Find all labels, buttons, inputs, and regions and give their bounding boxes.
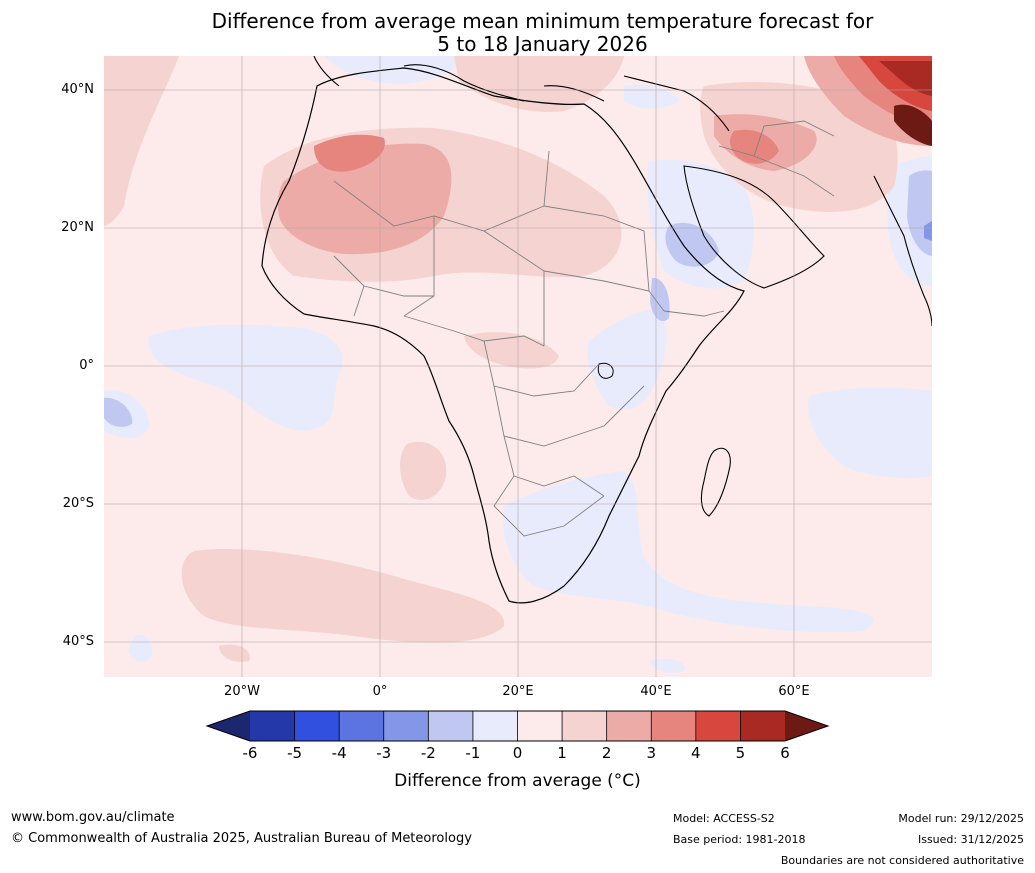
colorbar-tick-label: 1 bbox=[557, 744, 567, 762]
colorbar-outline bbox=[205, 710, 830, 742]
colorbar-tick-label: -1 bbox=[465, 744, 481, 762]
colorbar-segment bbox=[606, 711, 652, 741]
anomaly-region bbox=[624, 84, 679, 109]
colorbar-tick-label: -6 bbox=[242, 744, 258, 762]
footer-issued: Issued: 31/12/2025 bbox=[917, 833, 1024, 846]
colorbar-segment bbox=[294, 711, 340, 741]
footer-base-period: Base period: 1981-2018 bbox=[673, 833, 806, 846]
lat-label-20n: 20°N bbox=[61, 220, 94, 235]
colorbar-segment bbox=[250, 711, 296, 741]
anomaly-region bbox=[730, 129, 779, 164]
colorbar-tick-label: 2 bbox=[601, 744, 612, 762]
anomaly-region bbox=[104, 397, 133, 427]
lat-label-40s: 40°S bbox=[62, 634, 94, 649]
colorbar-label: Difference from average (°C) bbox=[394, 771, 641, 791]
title-line-2: 5 to 18 January 2026 bbox=[437, 32, 648, 56]
anomaly-region bbox=[586, 310, 667, 410]
colorbar-segment bbox=[428, 711, 474, 741]
anomaly-region bbox=[808, 387, 932, 478]
map-panel[interactable] bbox=[104, 56, 932, 677]
colorbar-segment bbox=[472, 711, 518, 741]
map-title: Difference from average mean minimum tem… bbox=[0, 10, 1035, 56]
footer-model: Model: ACCESS-S2 bbox=[673, 812, 775, 825]
anomaly-region bbox=[649, 659, 685, 673]
colorbar-segment bbox=[562, 711, 608, 741]
coastline-india bbox=[873, 175, 932, 327]
footer-copyright: © Commonwealth of Australia 2025, Austra… bbox=[11, 831, 472, 846]
colorbar-segment bbox=[695, 711, 741, 741]
anomaly-region bbox=[324, 56, 464, 84]
colorbar-segment bbox=[383, 711, 429, 741]
colorbar-tick-label: 0 bbox=[512, 744, 523, 762]
colorbar-segment bbox=[651, 711, 697, 741]
coastline-europe bbox=[313, 56, 730, 132]
footer-website[interactable]: www.bom.gov.au/climate bbox=[11, 810, 175, 825]
colorbar-over-arrow bbox=[785, 711, 828, 741]
lon-label-60e: 60°E bbox=[778, 684, 810, 699]
colorbar-tick-label: 5 bbox=[735, 744, 746, 762]
colorbar-tick-label: -4 bbox=[331, 744, 347, 762]
anomaly-region bbox=[128, 634, 153, 662]
lon-label-40e: 40°E bbox=[640, 684, 672, 699]
colorbar-tick-label: -2 bbox=[420, 744, 436, 762]
lon-label-20e: 20°E bbox=[502, 684, 534, 699]
lat-label-40n: 40°N bbox=[61, 82, 94, 97]
anomaly-region bbox=[181, 548, 505, 643]
colorbar-tick-label: 6 bbox=[780, 744, 790, 762]
country-boundaries bbox=[333, 120, 835, 537]
colorbar-tick-label: -3 bbox=[376, 744, 392, 762]
anomaly-region bbox=[400, 441, 447, 500]
coastline-arabia bbox=[683, 165, 825, 289]
colorbar-segment bbox=[517, 711, 563, 741]
anomaly-region bbox=[924, 221, 932, 241]
anomaly-region bbox=[104, 56, 179, 226]
anomaly-region bbox=[454, 56, 624, 112]
anomaly-region bbox=[148, 324, 343, 431]
anomaly-region bbox=[665, 222, 719, 267]
colorbar-under-arrow bbox=[207, 711, 250, 741]
title-line-1: Difference from average mean minimum tem… bbox=[211, 9, 874, 33]
colorbar-tick-label: -5 bbox=[287, 744, 303, 762]
colorbar bbox=[205, 710, 830, 742]
anomaly-region bbox=[879, 61, 932, 96]
anomaly-region bbox=[314, 134, 385, 172]
colorbar-tick-label: 4 bbox=[691, 744, 701, 762]
footer-model-run: Model run: 29/12/2025 bbox=[898, 812, 1024, 825]
anomaly-region bbox=[503, 471, 874, 633]
anomaly-map bbox=[104, 56, 932, 677]
lake-victoria bbox=[597, 362, 614, 379]
anomaly-region bbox=[894, 104, 932, 146]
lat-label-0: 0° bbox=[79, 358, 94, 373]
footer-disclaimer: Boundaries are not considered authoritat… bbox=[780, 854, 1024, 867]
lat-label-20s: 20°S bbox=[62, 496, 94, 511]
coastline-madagascar bbox=[700, 447, 731, 517]
graticule bbox=[104, 56, 932, 677]
lon-label-20w: 20°W bbox=[224, 684, 260, 699]
anomaly-region bbox=[650, 277, 670, 322]
lon-label-0: 0° bbox=[372, 684, 388, 699]
anomaly-region bbox=[277, 143, 452, 255]
colorbar-segment bbox=[740, 711, 786, 741]
colorbar-tick-label: 3 bbox=[646, 744, 657, 762]
coastline-africa bbox=[261, 67, 745, 604]
colorbar-segment bbox=[339, 711, 385, 741]
